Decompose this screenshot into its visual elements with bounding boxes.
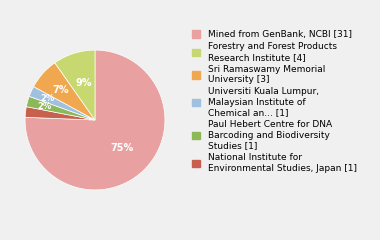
- Text: 9%: 9%: [75, 78, 92, 88]
- Legend: Mined from GenBank, NCBI [31], Forestry and Forest Products
Research Institute [: Mined from GenBank, NCBI [31], Forestry …: [190, 28, 358, 174]
- Wedge shape: [29, 87, 95, 120]
- Wedge shape: [25, 107, 95, 120]
- Text: 2%: 2%: [40, 94, 54, 103]
- Text: 7%: 7%: [53, 85, 69, 95]
- Wedge shape: [25, 50, 165, 190]
- Wedge shape: [26, 96, 95, 120]
- Wedge shape: [55, 50, 95, 120]
- Wedge shape: [33, 63, 95, 120]
- Text: 2%: 2%: [37, 102, 52, 111]
- Text: 75%: 75%: [110, 143, 133, 153]
